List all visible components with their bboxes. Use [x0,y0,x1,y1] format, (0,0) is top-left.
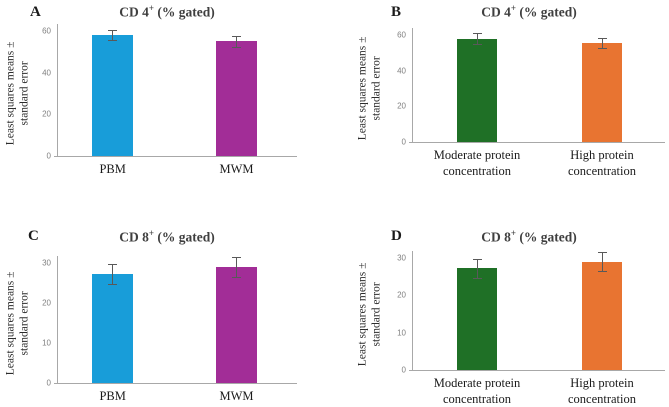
y-tick-label: 10 [42,338,51,348]
panel-c-y-axis-label: Least squares means ± standard error [0,263,36,383]
bar-moderate-protein-concentration [457,38,498,142]
category-label-pbm: PBM [99,162,126,176]
error-cap-bottom-pbm [108,283,118,285]
error-cap-top-mwm [232,257,242,258]
category-label-pbm: PBM [99,389,126,403]
error-cap-bottom-high-protein-concentration [597,48,607,50]
panel-b-y-axis-label: Least squares means ± standard error [350,35,390,142]
title-text: CD 8 [119,229,149,245]
title-text: (% gated) [154,4,215,20]
error-bar-moderate-protein-concentration [476,259,478,278]
error-bar-high-protein-concentration [601,252,603,272]
error-bar-mwm [236,257,238,277]
panel-c-plot-area: 0 10 20 30 PBM MWM [42,256,297,403]
x-axis-line [409,370,665,371]
title-superscript: + [148,3,154,13]
error-bar-mwm [236,36,238,47]
error-cap-bottom-mwm [232,277,242,278]
y-tick-label: 0 [46,378,51,388]
bar-mwm [216,267,258,383]
y-axis-line [57,24,58,156]
x-axis-line [409,142,665,143]
title-superscript: + [510,228,516,238]
error-bar-high-protein-concentration [601,37,603,49]
panel-c-title: CD 8+ (% gated) [47,228,287,246]
bar-pbm [92,273,134,383]
panel-letter-d: D [391,228,402,244]
y-tick-label: 0 [401,137,406,147]
error-cap-top-high-protein-concentration [597,37,607,39]
y-axis-label-text: Least squares means ± standard error [356,36,383,141]
error-bar-moderate-protein-concentration [476,33,478,44]
bar-high-protein-concentration [582,261,622,370]
title-superscript: + [510,3,516,13]
error-cap-bottom-moderate-protein-concentration [472,277,482,279]
panel-d-title: CD 8+ (% gated) [409,228,649,246]
y-axis-label-text: Least squares means ± standard error [4,271,31,375]
panel-a-title: CD 4+ (% gated) [47,3,287,21]
bar-high-protein-concentration [582,43,622,142]
error-bar-pbm [112,29,114,41]
error-cap-top-mwm [232,36,242,38]
bar-pbm [92,35,134,156]
category-label-high-protein-concentration: High protein concentration [567,148,637,179]
y-tick-label: 20 [397,290,406,300]
error-cap-top-pbm [108,29,118,31]
title-superscript: + [148,228,154,238]
error-cap-bottom-pbm [108,40,118,42]
y-tick-label: 10 [397,328,406,338]
y-tick-label: 40 [42,68,51,78]
y-tick-label: 0 [46,151,51,161]
panel-letter-a: A [30,4,41,20]
panel-b-title: CD 4+ (% gated) [409,3,649,21]
y-tick-label: 20 [42,109,51,119]
panel-a-y-axis-label: Least squares means ± standard error [0,31,36,156]
category-label-mwm: MWM [219,389,254,403]
panel-letter-b: B [391,4,402,20]
y-axis-label-text: Least squares means ± standard error [356,262,383,366]
y-tick-label: 30 [397,253,406,263]
error-bar-pbm [112,263,114,284]
y-axis-line [412,28,413,142]
y-tick-label: 30 [42,258,51,268]
title-text: CD 4 [481,4,511,20]
error-cap-top-pbm [108,263,118,265]
title-text: (% gated) [516,4,577,20]
y-tick-label: 0 [401,365,406,375]
error-cap-bottom-mwm [232,46,242,48]
category-label-mwm: MWM [219,162,254,176]
title-text: CD 8 [481,229,511,245]
title-text: CD 4 [119,4,149,20]
category-label-high-protein-concentration: High protein concentration [567,376,637,407]
category-label-moderate-protein-concentration: Moderate protein concentration [433,148,521,179]
error-cap-top-moderate-protein-concentration [472,33,482,35]
y-axis-line [412,251,413,370]
panel-letter-c: C [28,228,39,244]
x-axis-line [54,156,297,157]
y-tick-label: 60 [397,30,406,40]
y-tick-label: 20 [397,101,406,111]
y-tick-label: 20 [42,298,51,308]
y-axis-label-text: Least squares means ± standard error [4,41,31,146]
title-text: (% gated) [154,229,215,245]
error-cap-top-high-protein-concentration [597,252,607,254]
error-cap-bottom-high-protein-concentration [597,271,607,273]
y-tick-label: 40 [397,66,406,76]
panel-d-plot-area: 0 10 20 30 Moderate protein concentration Hig… [397,251,665,406]
panel-d-y-axis-label: Least squares means ± standard error [350,258,390,370]
bar-moderate-protein-concentration [457,268,498,370]
panel-a-plot-area: 0 20 40 60 PBM MWM [42,24,297,176]
panel-b-plot-area: 0 20 40 60 Moderate protein concentration Hig… [397,28,665,178]
y-axis-line [57,256,58,383]
error-cap-top-moderate-protein-concentration [472,259,482,261]
x-axis-line [54,383,297,384]
y-tick-label: 60 [42,26,51,36]
bar-mwm [216,41,258,156]
category-label-moderate-protein-concentration: Moderate protein concentration [433,376,521,407]
error-cap-bottom-moderate-protein-concentration [472,43,482,45]
title-text: (% gated) [516,229,577,245]
